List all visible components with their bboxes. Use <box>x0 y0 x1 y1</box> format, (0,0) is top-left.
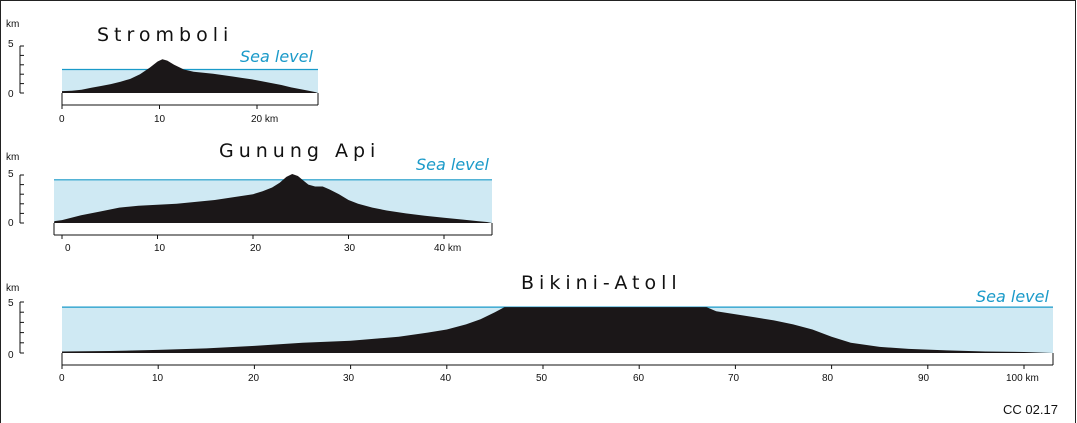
terrain-profile <box>62 307 1053 353</box>
sea-level-label: Sea level <box>976 287 1049 306</box>
x-tick-label: 0 <box>59 114 65 125</box>
terrain-profile <box>54 174 492 223</box>
axes <box>19 301 1054 369</box>
y-tick-label: 0 <box>8 350 14 361</box>
x-tick-label: 40 km <box>434 243 461 254</box>
unit-label: km <box>6 152 19 163</box>
y-tick-label: 5 <box>8 169 14 180</box>
x-tick-label: 10 <box>152 373 164 384</box>
axes <box>19 45 319 109</box>
y-tick-label: 5 <box>8 39 14 50</box>
panel-stromboli: km 5 0 0 10 20 km Stromboli Sea level <box>6 19 319 125</box>
panel-title: Stromboli <box>97 24 233 46</box>
axes <box>19 174 493 239</box>
x-tick-label: 100 km <box>1006 373 1039 384</box>
panel-title: Gunung Api <box>219 140 380 162</box>
unit-label: km <box>6 19 19 30</box>
panel-title: Bikini-Atoll <box>521 272 682 294</box>
x-tick-label: 0 <box>65 243 71 254</box>
x-tick-label: 10 <box>154 243 166 254</box>
panel-bikini-atoll: km 5 0 0 10 20 30 40 50 60 70 80 90 100 … <box>6 272 1054 384</box>
y-tick-label: 0 <box>8 218 14 229</box>
x-tick-label: 90 <box>918 373 930 384</box>
unit-label: km <box>6 283 19 294</box>
terrain-profile <box>62 59 318 93</box>
y-tick-label: 0 <box>8 89 14 100</box>
x-tick-label: 20 <box>248 373 260 384</box>
x-tick-label: 30 <box>344 243 356 254</box>
x-tick-label: 20 km <box>251 114 278 125</box>
x-tick-label: 40 <box>440 373 452 384</box>
sea-level-label: Sea level <box>240 47 313 66</box>
x-tick-label: 0 <box>59 373 65 384</box>
x-tick-label: 80 <box>822 373 834 384</box>
x-tick-label: 30 <box>343 373 355 384</box>
x-tick-label: 60 <box>633 373 645 384</box>
panel-gunung-api: km 5 0 0 10 20 30 40 km Gunung Api Sea l… <box>6 140 493 254</box>
x-tick-label: 50 <box>536 373 548 384</box>
y-tick-label: 5 <box>8 298 14 309</box>
x-tick-label: 70 <box>728 373 740 384</box>
x-tick-label: 20 <box>250 243 262 254</box>
x-tick-label: 10 <box>154 114 166 125</box>
sea-level-label: Sea level <box>416 155 489 174</box>
credit-label: CC 02.17 <box>1003 402 1058 417</box>
